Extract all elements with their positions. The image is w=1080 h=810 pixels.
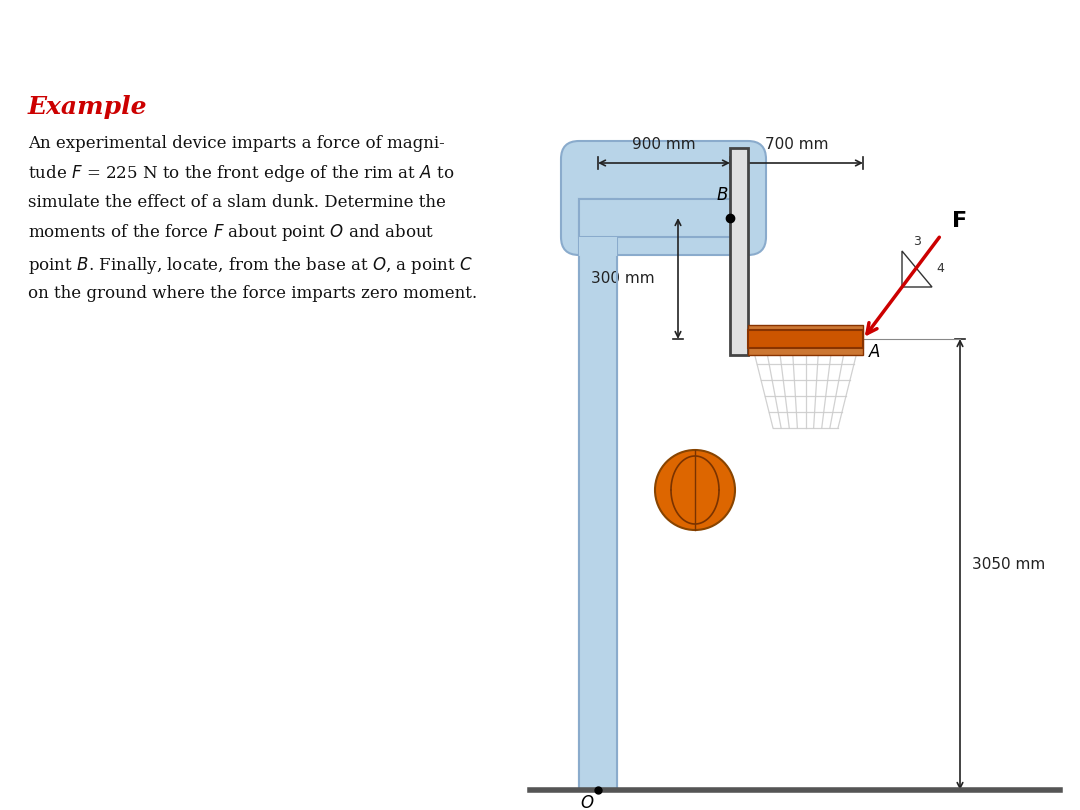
Text: $A$: $A$ [868, 344, 881, 361]
Bar [579, 199, 748, 237]
Text: $B$: $B$ [716, 187, 728, 204]
Text: Example: Example [28, 95, 148, 119]
Text: 3050 mm: 3050 mm [972, 557, 1045, 572]
Text: 300 mm: 300 mm [591, 271, 654, 286]
Bar [748, 325, 863, 355]
Bar [579, 199, 617, 790]
Text: 900 mm: 900 mm [632, 137, 696, 152]
Text: 700 mm: 700 mm [765, 137, 828, 152]
Bar [579, 237, 617, 790]
Bar [730, 148, 748, 355]
Text: 3: 3 [913, 235, 921, 248]
FancyBboxPatch shape [561, 141, 766, 255]
Circle shape [654, 450, 735, 530]
Text: $\mathbf{F}$: $\mathbf{F}$ [951, 210, 967, 232]
Text: $O$: $O$ [580, 795, 594, 810]
Bar [748, 330, 863, 348]
Text: 4: 4 [936, 262, 944, 275]
Text: An experimental device imparts a force of magni-
tude $F$ = 225 N to the front e: An experimental device imparts a force o… [28, 135, 477, 302]
